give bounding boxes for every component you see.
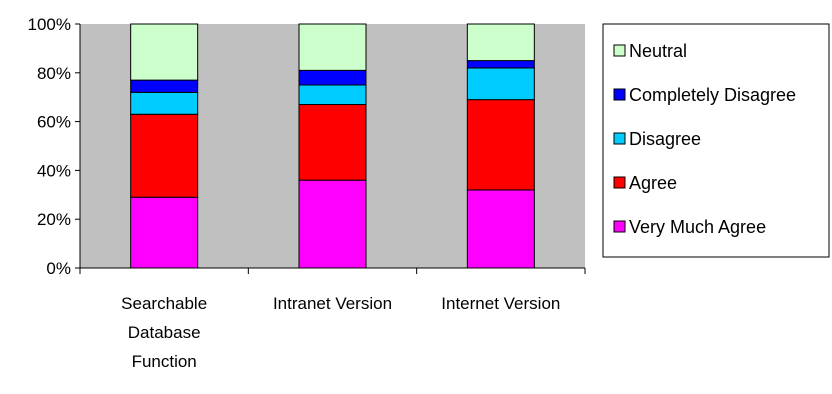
y-tick-label: 0% bbox=[46, 259, 71, 278]
bar-segment-1-2 bbox=[466, 99, 535, 191]
y-tick-label: 20% bbox=[37, 210, 71, 229]
x-tick-label: Searchable Database Function bbox=[121, 294, 207, 371]
x-tick-label: Internet Version bbox=[441, 294, 560, 313]
bar-segment-1-0 bbox=[130, 113, 199, 198]
x-tick-label: Intranet Version bbox=[273, 294, 392, 313]
axes-layer: 0% 20% 40% 60% 80% 100% Searchable Database Func… bbox=[28, 15, 586, 371]
legend-label: Disagree bbox=[629, 129, 701, 149]
legend-swatch bbox=[613, 220, 626, 233]
legend-swatch bbox=[613, 88, 626, 101]
bar-segment-2-1 bbox=[298, 84, 367, 106]
bar-segment-2-0 bbox=[130, 91, 199, 115]
bar-segment-2-2 bbox=[466, 67, 535, 101]
bar-segment-1-1 bbox=[298, 104, 367, 181]
bars-layer bbox=[130, 23, 535, 269]
bar-segment-0-2 bbox=[466, 189, 535, 269]
bar-segment-3-1 bbox=[298, 69, 367, 86]
legend-box bbox=[602, 23, 830, 258]
legend-label: Agree bbox=[629, 173, 677, 193]
bar-segment-3-0 bbox=[130, 79, 199, 93]
legend-label: Very Much Agree bbox=[629, 217, 766, 237]
y-tick-label: 100% bbox=[28, 15, 71, 34]
bar-segment-4-2 bbox=[466, 23, 535, 62]
bar-segment-4-0 bbox=[130, 23, 199, 81]
legend-swatch bbox=[613, 44, 626, 57]
y-tick-label: 40% bbox=[37, 161, 71, 180]
bar-segment-4-1 bbox=[298, 23, 367, 71]
legend-label: Completely Disagree bbox=[629, 85, 796, 105]
legend: Neutral Completely Disagree Disagree Agree V… bbox=[602, 23, 830, 258]
bar-segment-3-2 bbox=[466, 60, 535, 69]
y-tick-label: 60% bbox=[37, 113, 71, 132]
y-tick-label: 80% bbox=[37, 64, 71, 83]
bar-segment-0-0 bbox=[130, 196, 199, 269]
legend-swatch bbox=[613, 132, 626, 145]
legend-label: Neutral bbox=[629, 41, 687, 61]
legend-swatch bbox=[613, 176, 626, 189]
bar-segment-0-1 bbox=[298, 179, 367, 269]
